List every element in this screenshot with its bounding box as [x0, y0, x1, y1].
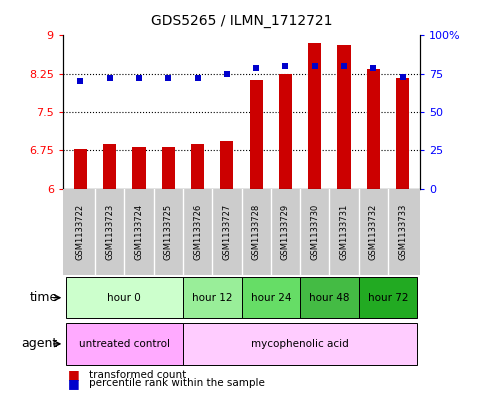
- Point: [76, 78, 84, 84]
- Text: hour 72: hour 72: [368, 293, 408, 303]
- Text: percentile rank within the sample: percentile rank within the sample: [89, 378, 265, 388]
- Bar: [66, 277, 183, 318]
- Point: [164, 75, 172, 81]
- Text: mycophenolic acid: mycophenolic acid: [251, 339, 349, 349]
- Text: GSM1133728: GSM1133728: [252, 204, 261, 260]
- Text: GSM1133727: GSM1133727: [222, 204, 231, 260]
- Bar: [183, 277, 242, 318]
- Text: hour 0: hour 0: [107, 293, 141, 303]
- Point: [282, 63, 289, 69]
- Text: GSM1133731: GSM1133731: [340, 204, 349, 260]
- Bar: [132, 147, 145, 189]
- Point: [252, 64, 260, 71]
- Bar: [367, 68, 380, 189]
- Bar: [162, 147, 175, 189]
- Text: GSM1133732: GSM1133732: [369, 204, 378, 260]
- Bar: [242, 277, 300, 318]
- Text: GSM1133726: GSM1133726: [193, 204, 202, 260]
- Point: [223, 70, 231, 77]
- Text: GSM1133724: GSM1133724: [134, 204, 143, 260]
- Point: [135, 75, 143, 81]
- Bar: [338, 44, 351, 189]
- Bar: [183, 323, 417, 365]
- Bar: [396, 78, 409, 189]
- Bar: [74, 149, 87, 189]
- Text: hour 24: hour 24: [251, 293, 291, 303]
- Bar: [66, 323, 183, 365]
- Text: ■: ■: [68, 376, 79, 390]
- Bar: [250, 80, 263, 189]
- Text: GSM1133730: GSM1133730: [310, 204, 319, 260]
- Point: [194, 75, 201, 81]
- Text: agent: agent: [22, 337, 58, 351]
- Bar: [279, 73, 292, 189]
- Point: [106, 75, 114, 81]
- Text: GSM1133725: GSM1133725: [164, 204, 173, 260]
- Bar: [359, 277, 417, 318]
- Text: GSM1133722: GSM1133722: [76, 204, 85, 260]
- Text: untreated control: untreated control: [79, 339, 170, 349]
- Text: GSM1133723: GSM1133723: [105, 204, 114, 260]
- Bar: [103, 144, 116, 189]
- Text: time: time: [30, 291, 58, 304]
- Text: GSM1133729: GSM1133729: [281, 204, 290, 260]
- Point: [399, 73, 407, 80]
- Text: hour 48: hour 48: [309, 293, 350, 303]
- Point: [340, 63, 348, 69]
- Bar: [220, 141, 233, 189]
- Bar: [300, 277, 359, 318]
- Text: transformed count: transformed count: [89, 369, 186, 380]
- Text: ■: ■: [68, 368, 79, 381]
- Text: GDS5265 / ILMN_1712721: GDS5265 / ILMN_1712721: [151, 14, 332, 28]
- Bar: [308, 43, 321, 189]
- Text: GSM1133733: GSM1133733: [398, 204, 407, 260]
- Bar: [191, 144, 204, 189]
- Point: [311, 63, 319, 69]
- Text: hour 12: hour 12: [192, 293, 232, 303]
- Point: [369, 64, 377, 71]
